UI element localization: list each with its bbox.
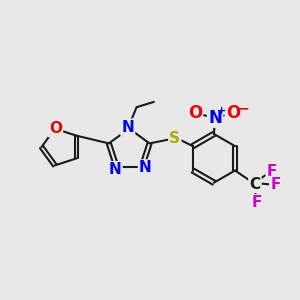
Text: F: F [270, 177, 280, 192]
Text: O: O [188, 104, 202, 122]
Text: O: O [226, 104, 240, 122]
Text: F: F [267, 164, 277, 179]
Text: S: S [169, 131, 180, 146]
Text: O: O [49, 121, 62, 136]
Text: −: − [237, 101, 249, 115]
Text: N: N [109, 162, 122, 177]
Text: N: N [208, 109, 222, 127]
Text: N: N [139, 160, 152, 175]
Text: C: C [249, 177, 260, 192]
Text: F: F [252, 195, 262, 210]
Text: N: N [121, 120, 134, 135]
Text: +: + [217, 106, 226, 116]
